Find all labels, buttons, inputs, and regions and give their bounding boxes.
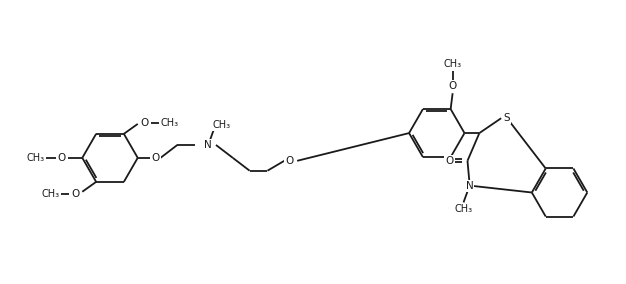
Text: O: O: [446, 156, 454, 166]
Text: O: O: [448, 81, 457, 91]
Text: N: N: [466, 181, 473, 191]
Text: O: O: [285, 156, 294, 166]
Text: CH₃: CH₃: [160, 118, 178, 128]
Text: CH₃: CH₃: [213, 120, 231, 130]
Text: S: S: [504, 113, 510, 123]
Text: CH₃: CH₃: [41, 189, 59, 199]
Text: CH₃: CH₃: [27, 153, 45, 163]
Text: CH₃: CH₃: [454, 204, 473, 214]
Text: O: O: [58, 153, 66, 163]
Text: N: N: [204, 140, 212, 150]
Text: O: O: [141, 118, 149, 128]
Text: CH₃: CH₃: [444, 59, 462, 68]
Text: O: O: [151, 153, 160, 163]
Text: O: O: [71, 189, 80, 199]
